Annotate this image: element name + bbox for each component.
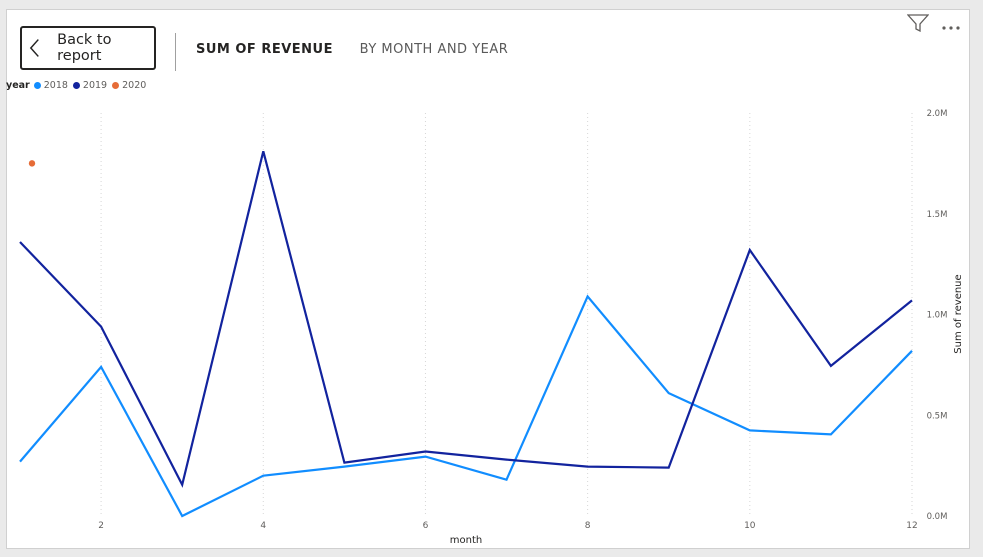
chevron-left-icon [29, 39, 39, 57]
header-divider [175, 33, 176, 71]
x-tick-label: 6 [423, 521, 429, 531]
back-to-report-button[interactable]: Back to report [20, 26, 156, 70]
visual-header-icons [906, 14, 961, 36]
title-sub: BY MONTH AND YEAR [359, 42, 509, 57]
legend-title: year [6, 80, 30, 91]
back-button-label: Back to report [57, 32, 112, 64]
legend-item-2018[interactable]: 2018 [33, 80, 68, 91]
y-tick-label: 2.0M [927, 109, 948, 119]
x-axis-label: month [450, 535, 482, 546]
y-tick-label: 1.0M [927, 311, 948, 321]
y-tick-label: 0.5M [927, 411, 948, 421]
legend-item-2020[interactable]: 2020 [112, 80, 146, 91]
series-line-2018[interactable] [19, 294, 913, 518]
y-axis-label: Sum of revenue [953, 274, 964, 353]
visual-title: SUM OF REVENUE BY MONTH AND YEAR [196, 42, 508, 57]
x-tick-label: 12 [906, 521, 917, 531]
y-tick-label: 1.5M [927, 210, 948, 220]
x-tick-label: 8 [585, 521, 591, 531]
visual-card [6, 9, 970, 549]
legend: year 2018 2019 2020 [6, 80, 151, 91]
more-options-icon[interactable] [941, 16, 961, 35]
series-line-2019[interactable] [19, 151, 913, 488]
legend-item-2019[interactable]: 2019 [72, 80, 107, 91]
x-tick-label: 10 [744, 521, 756, 531]
data-point-2020[interactable] [28, 160, 36, 167]
y-tick-label: 0.0M [927, 512, 948, 522]
x-tick-label: 2 [98, 521, 104, 531]
title-main: SUM OF REVENUE [196, 42, 333, 57]
filter-icon[interactable] [906, 14, 930, 36]
x-tick-label: 4 [260, 521, 266, 531]
